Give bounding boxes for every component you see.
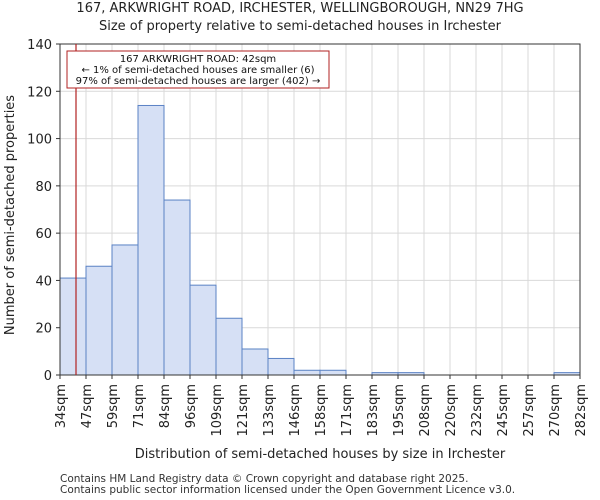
footer-line-1: Contains HM Land Registry data © Crown c… bbox=[60, 473, 469, 485]
x-tick-label: 245sqm bbox=[496, 384, 511, 437]
histogram-bar bbox=[137, 104, 165, 376]
histogram-bar bbox=[85, 265, 113, 376]
x-axis-label: Distribution of semi-detached houses by … bbox=[135, 447, 506, 462]
x-tick-label: 71sqm bbox=[132, 384, 147, 428]
bars bbox=[59, 104, 581, 376]
annotation-box bbox=[66, 50, 330, 89]
y-tick-label: 20 bbox=[35, 322, 52, 337]
footer-line-2: Contains public sector information licen… bbox=[60, 484, 516, 496]
x-tick-label: 146sqm bbox=[288, 384, 303, 437]
x-tick-label: 96sqm bbox=[184, 384, 199, 428]
x-tick-label: 282sqm bbox=[574, 384, 589, 437]
chart-title: 167, ARKWRIGHT ROAD, IRCHESTER, WELLINGB… bbox=[76, 1, 524, 16]
y-tick-label: 80 bbox=[35, 180, 52, 195]
y-tick-label: 40 bbox=[35, 274, 52, 289]
y-tick-label: 120 bbox=[27, 85, 52, 100]
x-tick-label: 133sqm bbox=[262, 384, 277, 437]
y-axis-ticks: 0 20 40 60 80 100 120 140 bbox=[27, 38, 60, 384]
y-tick-label: 0 bbox=[44, 369, 52, 384]
histogram-bar bbox=[111, 244, 139, 376]
annotation-line-2: ← 1% of semi-detached houses are smaller… bbox=[81, 65, 314, 76]
x-tick-label: 183sqm bbox=[366, 384, 381, 437]
x-tick-label: 195sqm bbox=[392, 384, 407, 437]
histogram-bar bbox=[59, 277, 87, 376]
x-tick-label: 47sqm bbox=[80, 384, 95, 428]
histogram-bar bbox=[241, 348, 269, 376]
x-tick-label: 109sqm bbox=[210, 384, 225, 437]
histogram-bar bbox=[293, 369, 321, 376]
x-tick-label: 171sqm bbox=[340, 384, 355, 437]
histogram-bar bbox=[189, 284, 217, 376]
annotation-line-1: 167 ARKWRIGHT ROAD: 42sqm bbox=[120, 54, 276, 65]
chart-subtitle: Size of property relative to semi-detach… bbox=[98, 19, 502, 34]
x-tick-label: 158sqm bbox=[314, 384, 329, 437]
histogram-bar bbox=[215, 317, 243, 376]
histogram-bar bbox=[163, 199, 191, 376]
x-tick-label: 232sqm bbox=[470, 384, 485, 437]
histogram-bar bbox=[267, 357, 295, 376]
x-tick-label: 220sqm bbox=[444, 384, 459, 437]
x-tick-label: 34sqm bbox=[54, 384, 69, 428]
x-tick-label: 270sqm bbox=[548, 384, 563, 437]
x-axis-ticks: 34sqm 47sqm 59sqm 71sqm 84sqm 96sqm 109sqm 121s… bbox=[54, 375, 589, 437]
y-tick-label: 140 bbox=[27, 38, 52, 53]
annotation-line-3: 97% of semi-detached houses are larger (… bbox=[76, 76, 321, 87]
y-tick-label: 60 bbox=[35, 227, 52, 242]
x-tick-label: 121sqm bbox=[236, 384, 251, 437]
y-tick-label: 100 bbox=[27, 133, 52, 148]
x-tick-label: 84sqm bbox=[158, 384, 173, 428]
y-axis-label: Number of semi-detached properties bbox=[3, 95, 18, 335]
x-tick-label: 59sqm bbox=[106, 384, 121, 428]
x-tick-label: 208sqm bbox=[418, 384, 433, 437]
histogram-bar bbox=[319, 369, 347, 376]
x-tick-label: 257sqm bbox=[522, 384, 537, 437]
